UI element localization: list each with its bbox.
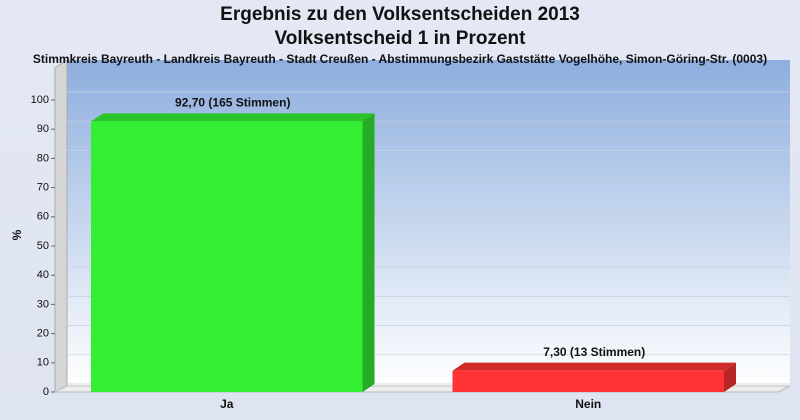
x-tick-label: Nein (575, 397, 601, 411)
y-tick-label: 0 (43, 386, 49, 398)
bar-top (452, 362, 736, 371)
y-tick-label: 100 (31, 94, 49, 106)
y-tick-label: 40 (37, 269, 49, 281)
grid-line (54, 120, 790, 130)
x-tick-label: Ja (220, 397, 234, 411)
y-tick-label: 80 (37, 152, 49, 164)
chart-caption: Stimmkreis Bayreuth - Landkreis Bayreuth… (33, 52, 767, 66)
bar-side (724, 362, 736, 392)
grid-line (54, 179, 790, 188)
grid-line (54, 266, 790, 276)
y-tick-label: 20 (37, 328, 49, 340)
y-tick-label: 60 (37, 211, 49, 223)
grid-line (54, 208, 790, 218)
y-tick-label: 50 (37, 240, 49, 252)
y-axis-label: % (10, 229, 24, 240)
y-tick-label: 10 (37, 357, 49, 369)
grid-line (54, 91, 790, 101)
bar-side (362, 113, 375, 392)
grid-line (54, 354, 790, 364)
left-wall (54, 59, 68, 393)
chart-subtitle: Volksentscheid 1 in Prozent (275, 28, 527, 49)
y-tick-label: 90 (37, 123, 49, 135)
grid-line (54, 237, 790, 247)
bar (91, 121, 363, 392)
grid-line (54, 325, 790, 334)
value-label: 92,70 (165 Stimmen) (175, 95, 290, 109)
chart-title: Ergebnis zu den Volksentscheiden 2013 (220, 4, 580, 25)
grid-line (54, 296, 790, 305)
bar-top (91, 113, 375, 122)
y-tick-label: 70 (37, 182, 49, 194)
grid-line (54, 150, 790, 159)
bar (452, 370, 724, 392)
value-label: 7,30 (13 Stimmen) (543, 345, 645, 359)
y-tick-label: 30 (37, 298, 49, 310)
